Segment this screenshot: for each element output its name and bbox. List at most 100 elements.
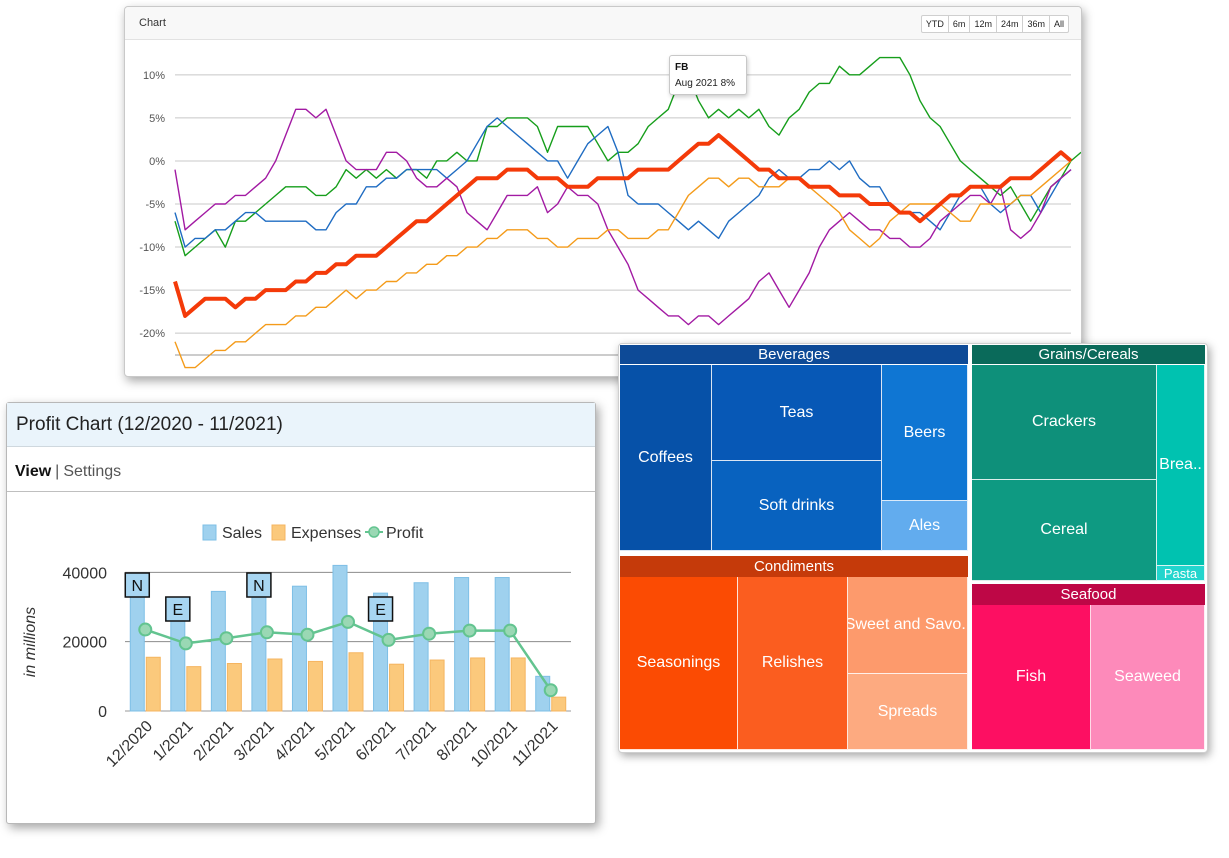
- range-button-6m[interactable]: 6m: [947, 16, 970, 32]
- x-tick-label: 12/2020: [103, 718, 156, 771]
- profit-point[interactable]: [178, 636, 193, 651]
- treemap-cell[interactable]: Soft drinks: [712, 461, 882, 551]
- x-tick-label: 3/2021: [231, 718, 278, 765]
- sales-bar[interactable]: [413, 582, 429, 712]
- sales-bar[interactable]: [291, 585, 307, 712]
- profit-bar-plot[interactable]: 0 20000 40000 in millions 12/20201/20212/202…: [7, 403, 595, 823]
- expenses-bar[interactable]: [307, 660, 323, 712]
- range-button-all[interactable]: All: [1048, 16, 1068, 32]
- profit-point[interactable]: [259, 625, 274, 640]
- treemap-cell[interactable]: Crackers: [972, 365, 1157, 480]
- expenses-bar[interactable]: [226, 663, 242, 712]
- range-button-12m[interactable]: 12m: [969, 16, 996, 32]
- tab-view[interactable]: View: [15, 463, 52, 480]
- legend-swatch: [202, 524, 217, 541]
- tab-separator: |: [55, 463, 60, 480]
- expenses-bar[interactable]: [186, 666, 202, 712]
- expenses-bar[interactable]: [470, 657, 486, 712]
- treemap-cell[interactable]: Fish: [972, 605, 1091, 750]
- range-button-ytd[interactable]: YTD: [925, 19, 944, 29]
- x-tick-label: 4/2021: [272, 718, 319, 765]
- series-line[interactable]: [174, 56, 1081, 257]
- profit-point[interactable]: [300, 627, 315, 642]
- legend-label[interactable]: Sales: [222, 525, 262, 542]
- legend-swatch-marker: [368, 526, 380, 538]
- profit-point[interactable]: [422, 626, 437, 641]
- series-line[interactable]: [174, 117, 1072, 248]
- treemap-cell[interactable]: Relishes: [738, 577, 848, 750]
- expenses-bar[interactable]: [510, 657, 526, 712]
- annotation-marker[interactable]: [367, 596, 394, 622]
- treemap-panel: Beverages Grains/Cereals Condiments Seafood…: [618, 343, 1208, 753]
- treemap-group-header[interactable]: Grains/Cereals: [972, 345, 1205, 364]
- sales-bar[interactable]: [494, 577, 510, 712]
- treemap-cell[interactable]: Seaweed: [1091, 605, 1205, 750]
- range-button-36m[interactable]: 36m: [1022, 16, 1049, 32]
- expenses-bar[interactable]: [145, 656, 161, 712]
- treemap-cell[interactable]: Seasonings: [620, 577, 738, 750]
- treemap-cell[interactable]: Pasta: [1157, 566, 1205, 581]
- y-tick-label: -20%: [139, 328, 165, 340]
- y-tick-label: -15%: [139, 285, 165, 297]
- profit-line[interactable]: [144, 620, 552, 691]
- annotation-marker[interactable]: [246, 572, 272, 598]
- y-tick-label: 0%: [149, 156, 165, 168]
- x-tick-label: 2/2021: [191, 718, 238, 765]
- series-line[interactable]: [174, 160, 1072, 369]
- treemap-cell[interactable]: Teas: [712, 365, 882, 461]
- stock-line-plot[interactable]: 10% 5% 0% -5% -10% -15% -20%: [125, 7, 1081, 376]
- y-axis-title: in millions: [22, 607, 39, 677]
- treemap-cell[interactable]: Brea..: [1157, 365, 1205, 566]
- treemap-group-header[interactable]: Condiments: [620, 556, 968, 577]
- sales-bar[interactable]: [373, 592, 389, 712]
- profit-point[interactable]: [503, 623, 518, 638]
- treemap-cell[interactable]: Coffees: [620, 365, 712, 551]
- annotation-marker[interactable]: [165, 596, 191, 622]
- profit-chart-panel: Profit Chart (12/2020 - 11/2021) View | Se…: [6, 402, 596, 824]
- sales-bar[interactable]: [332, 564, 348, 712]
- treemap-cell[interactable]: Cereal: [972, 480, 1157, 581]
- treemap-cell[interactable]: Ales: [882, 501, 968, 551]
- range-selector: YTD 6m 12m 24m 36m All: [920, 15, 1069, 33]
- profit-point[interactable]: [543, 683, 558, 698]
- expenses-bar[interactable]: [389, 663, 405, 712]
- sales-bar[interactable]: [210, 590, 226, 712]
- treemap-cell[interactable]: Beers: [882, 365, 968, 501]
- y-tick-label: 0: [98, 704, 107, 721]
- treemap-group-header[interactable]: Seafood: [972, 584, 1205, 605]
- range-button-24m[interactable]: 24m: [995, 16, 1023, 32]
- sales-bar[interactable]: [454, 577, 470, 712]
- expenses-bar[interactable]: [348, 652, 364, 712]
- series-line[interactable]: [173, 133, 1073, 318]
- profit-point[interactable]: [341, 614, 355, 629]
- legend-label[interactable]: Expenses: [291, 525, 361, 542]
- annotation-marker[interactable]: [124, 572, 151, 598]
- y-tick-label: 10%: [143, 70, 165, 82]
- profit-chart-title: Profit Chart (12/2020 - 11/2021): [16, 414, 283, 435]
- expenses-bar[interactable]: [551, 696, 567, 712]
- y-tick-label: 40000: [63, 565, 108, 582]
- profit-point[interactable]: [381, 632, 396, 647]
- x-tick-label: 6/2021: [353, 718, 400, 765]
- sales-bar[interactable]: [170, 613, 186, 712]
- profit-chart-header: Profit Chart (12/2020 - 11/2021): [7, 403, 595, 447]
- annotation-label: N: [253, 578, 265, 595]
- expenses-bar[interactable]: [429, 659, 445, 712]
- treemap-cell[interactable]: Spreads: [848, 674, 968, 750]
- tabs-divider: [7, 491, 595, 492]
- stock-chart-panel: Chart YTD 6m 12m 24m 36m All 10% 5% 0% -5% -…: [124, 6, 1082, 377]
- legend-label[interactable]: Profit: [386, 525, 424, 542]
- treemap-group-header[interactable]: Beverages: [620, 345, 968, 364]
- treemap-cell[interactable]: Sweet and Savo..: [848, 577, 968, 674]
- profit-point[interactable]: [219, 631, 234, 646]
- y-tick-label: 20000: [63, 635, 108, 652]
- sales-bar[interactable]: [129, 589, 145, 712]
- profit-point[interactable]: [462, 623, 477, 638]
- stock-chart-header: Chart YTD 6m 12m 24m 36m All: [125, 7, 1081, 40]
- series-line[interactable]: [174, 108, 1072, 326]
- sales-bar[interactable]: [251, 580, 267, 712]
- profit-point[interactable]: [138, 622, 153, 637]
- y-tick-label: -5%: [145, 199, 165, 211]
- expenses-bar[interactable]: [267, 658, 283, 712]
- tab-settings[interactable]: Settings: [63, 463, 122, 480]
